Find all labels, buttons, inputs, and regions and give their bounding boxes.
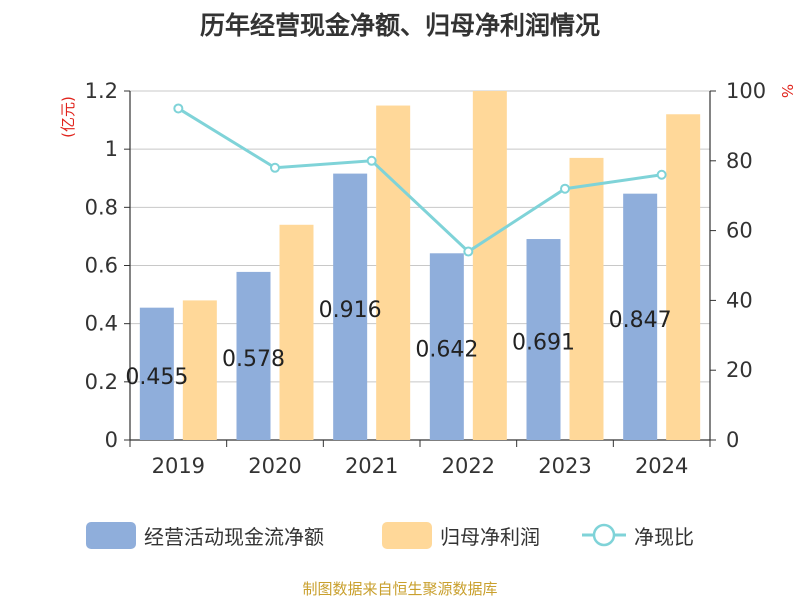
legend-item-cash-flow[interactable]: 经营活动现金流净额 xyxy=(86,518,324,552)
data-label-cash-flow: 0.578 xyxy=(222,347,285,372)
y-right-tick-label: 40 xyxy=(726,288,753,312)
bar-cash-flow xyxy=(333,173,368,440)
legend-line-ratio-icon xyxy=(582,523,626,547)
y-left-tick-label: 0.2 xyxy=(85,370,118,394)
legend-item-ratio[interactable]: 净现比 xyxy=(580,518,694,552)
legend-swatch-cash-flow xyxy=(86,521,136,549)
data-label-cash-flow: 0.455 xyxy=(125,365,188,390)
data-label-cash-flow: 0.642 xyxy=(415,338,478,363)
bar-cash-flow xyxy=(139,307,174,440)
ratio-point xyxy=(270,162,280,173)
bar-cash-flow xyxy=(236,271,271,440)
ratio-point xyxy=(463,246,474,257)
y-right-tick-label: 100 xyxy=(726,79,766,103)
y-left-tick-label: 1.2 xyxy=(85,79,118,103)
y-left-tick-label: 0.6 xyxy=(85,254,118,278)
bar-net-profit xyxy=(182,300,217,440)
chart-legend: 经营活动现金流净额 归母净利润 净现比 xyxy=(0,518,800,552)
ratio-point xyxy=(366,155,377,166)
y-left-tick-label: 0 xyxy=(105,428,118,452)
x-tick-label: 2023 xyxy=(538,454,591,478)
data-label-cash-flow: 0.847 xyxy=(609,308,672,333)
y-right-tick-label: 20 xyxy=(726,358,753,382)
ratio-point xyxy=(656,169,667,180)
x-tick-label: 2021 xyxy=(345,454,398,478)
y-left-tick-label: 0.8 xyxy=(85,195,118,219)
x-tick-label: 2022 xyxy=(442,454,495,478)
y-left-tick-label: 1 xyxy=(105,137,118,161)
y-left-tick-label: 0.4 xyxy=(85,312,118,336)
y-right-tick-label: 80 xyxy=(726,149,753,173)
ratio-point xyxy=(173,103,184,114)
legend-item-net-profit[interactable]: 归母净利润 xyxy=(382,518,540,552)
legend-label-net-profit: 归母净利润 xyxy=(440,524,540,549)
bar-net-profit xyxy=(569,157,604,440)
legend-label-ratio: 净现比 xyxy=(634,524,694,549)
y-right-tick-label: 0 xyxy=(726,428,739,452)
bar-cash-flow xyxy=(526,239,561,440)
source-note: 制图数据来自恒生聚源数据库 xyxy=(302,580,498,598)
ratio-line xyxy=(177,107,662,254)
bar-net-profit xyxy=(472,91,507,440)
chart-title: 历年经营现金净额、归母净利润情况 xyxy=(199,11,600,40)
bar-cash-flow xyxy=(623,193,658,440)
x-tick-label: 2020 xyxy=(248,454,301,478)
bar-net-profit xyxy=(279,224,314,440)
legend-swatch-net-profit xyxy=(382,521,432,549)
y-left-axis-label: (亿元) xyxy=(59,96,77,138)
legend-label-cash-flow: 经营活动现金流净额 xyxy=(144,524,324,549)
bar-net-profit xyxy=(376,105,411,441)
data-label-cash-flow: 0.691 xyxy=(512,331,575,356)
x-tick-label: 2019 xyxy=(152,454,205,478)
y-right-axis-label: % xyxy=(778,84,796,98)
bar-net-profit xyxy=(666,114,701,441)
bar-cash-flow xyxy=(429,253,464,440)
legend-line-marker xyxy=(592,523,616,547)
data-label-cash-flow: 0.916 xyxy=(319,298,382,323)
x-tick-label: 2024 xyxy=(635,454,688,478)
y-right-tick-label: 60 xyxy=(726,219,753,243)
ratio-point xyxy=(560,183,570,194)
